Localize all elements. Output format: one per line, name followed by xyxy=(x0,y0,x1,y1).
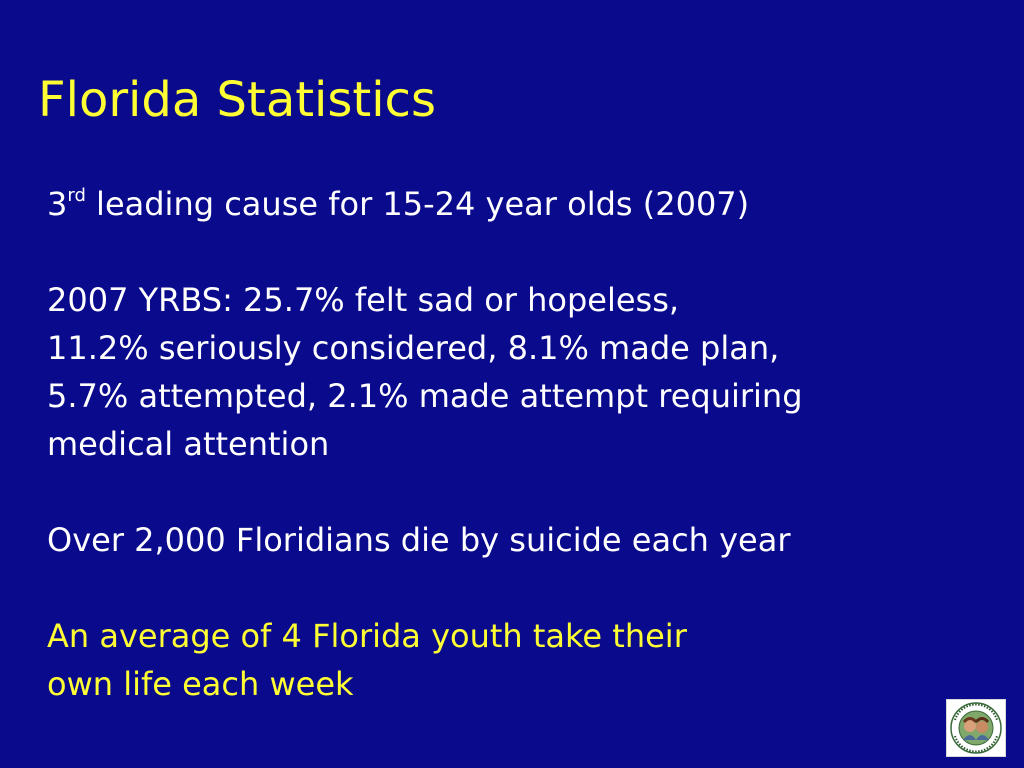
yrbs-line: 2007 YRBS: 25.7% felt sad or hopeless, xyxy=(47,281,680,319)
slide-title: Florida Statistics xyxy=(38,72,436,128)
slide-body: 3rd leading cause for 15-24 year olds (2… xyxy=(47,180,1017,708)
foundation-seal-icon xyxy=(950,702,1002,754)
leading-cause-text: leading cause for 15-24 year olds (2007) xyxy=(85,185,750,223)
yrbs-line: 11.2% seriously considered, 8.1% made pl… xyxy=(47,329,780,367)
yrbs-line: 5.7% attempted, 2.1% made attempt requir… xyxy=(47,377,803,415)
statistic-leading-cause: 3rd leading cause for 15-24 year olds (2… xyxy=(47,180,1017,228)
statistic-annual-deaths: Over 2,000 Floridians die by suicide eac… xyxy=(47,521,791,559)
foundation-seal-logo xyxy=(946,699,1006,757)
rank-number: 3 xyxy=(47,185,68,223)
rank-superscript: rd xyxy=(67,185,86,206)
spacer xyxy=(47,468,1017,516)
youth-weekly-line: An average of 4 Florida youth take their xyxy=(47,617,687,655)
spacer xyxy=(47,564,1017,612)
statistic-yrbs: 2007 YRBS: 25.7% felt sad or hopeless, 1… xyxy=(47,276,1017,468)
statistic-youth-weekly: An average of 4 Florida youth take their… xyxy=(47,612,1017,708)
youth-weekly-line: own life each week xyxy=(47,665,354,703)
spacer xyxy=(47,228,1017,276)
yrbs-line: medical attention xyxy=(47,425,330,463)
